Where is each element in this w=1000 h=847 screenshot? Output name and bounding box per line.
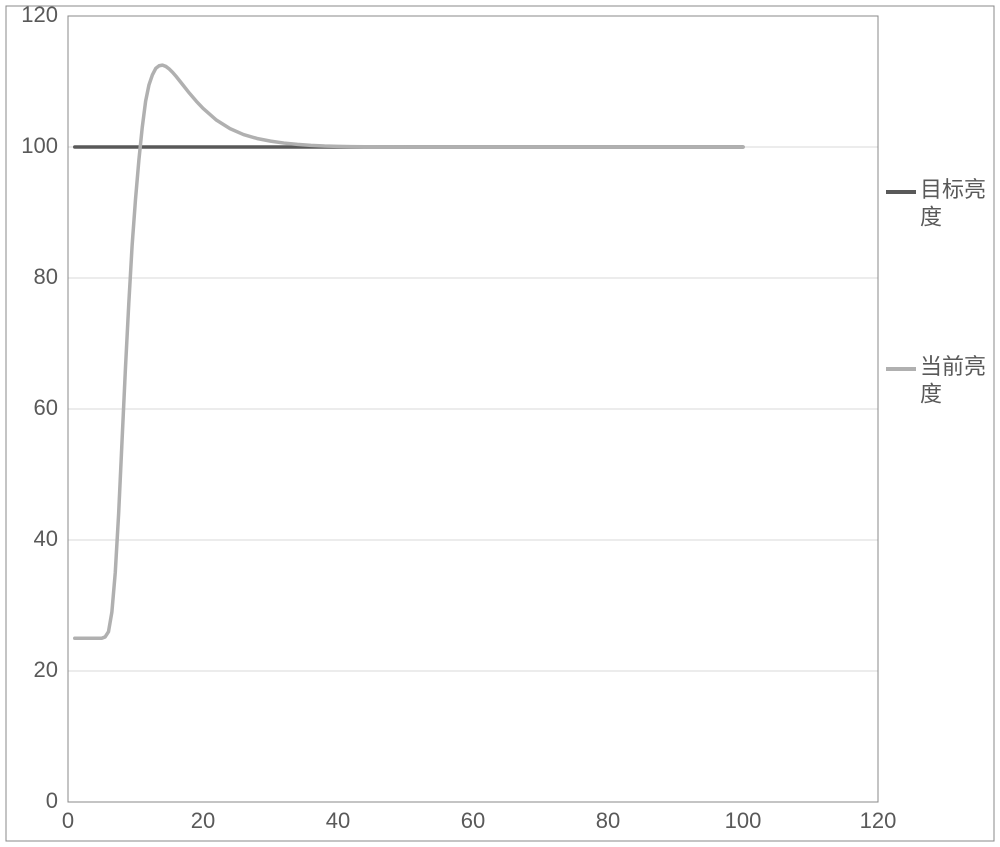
x-tick-label: 120 [860,808,897,833]
x-tick-label: 20 [191,808,215,833]
x-tick-label: 80 [596,808,620,833]
line-chart: 020406080100120020406080100120目标亮度当前亮度 [0,0,1000,847]
y-tick-label: 100 [21,133,58,158]
y-tick-label: 60 [34,395,58,420]
y-tick-label: 120 [21,2,58,27]
y-tick-label: 40 [34,526,58,551]
y-tick-label: 20 [34,657,58,682]
x-tick-label: 0 [62,808,74,833]
y-tick-label: 0 [46,788,58,813]
x-tick-label: 100 [725,808,762,833]
x-tick-label: 40 [326,808,350,833]
y-tick-label: 80 [34,264,58,289]
x-tick-label: 60 [461,808,485,833]
chart-container: 020406080100120020406080100120目标亮度当前亮度 [0,0,1000,847]
